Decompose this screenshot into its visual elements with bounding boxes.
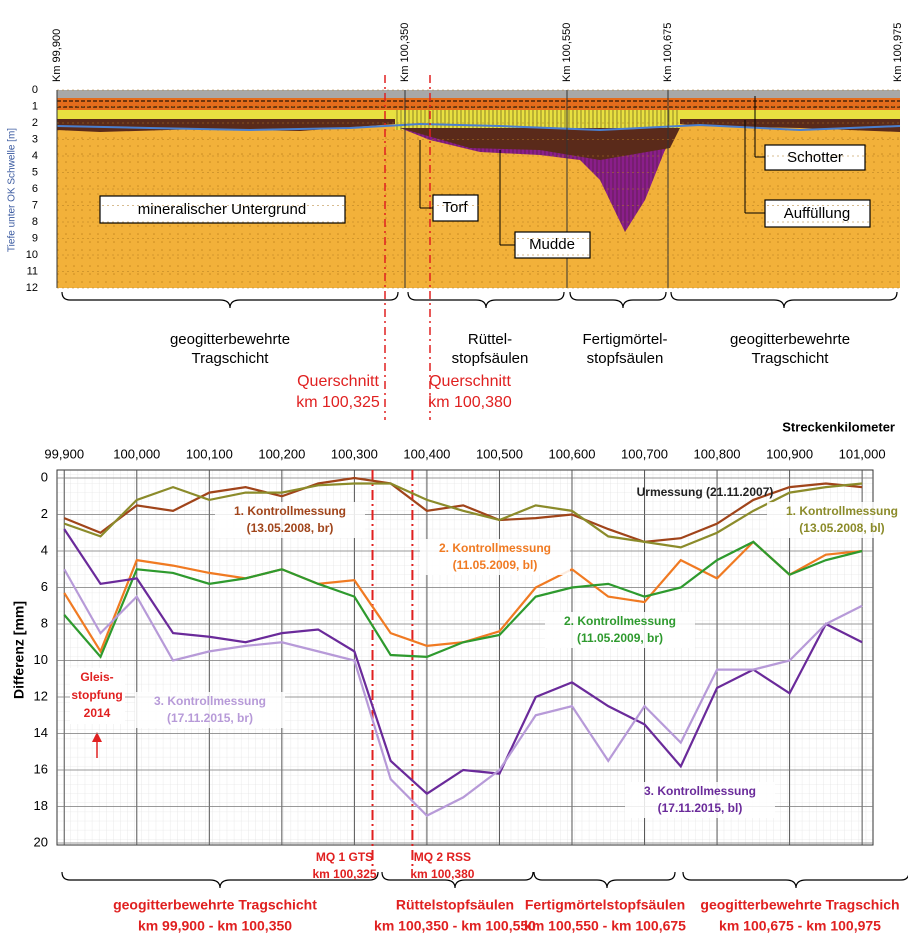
x-axis-title: Streckenkilometer — [782, 419, 895, 434]
depth-tick-label: 9 — [32, 232, 38, 244]
series-label: (17.11.2015, br) — [167, 711, 253, 725]
marker-label: km 100,325 — [312, 867, 376, 881]
depth-tick-label: 10 — [26, 249, 38, 261]
section-label: stopfsäulen — [587, 350, 664, 367]
section-label: geogitterbewehrte — [730, 331, 850, 348]
section-label: geogitterbewehrte — [170, 331, 290, 348]
section-label: Rüttel- — [468, 331, 512, 348]
km-label: Km 99,900 — [51, 29, 63, 82]
layer-label: Torf — [442, 199, 468, 216]
y-tick-label: 18 — [34, 798, 48, 813]
annotation: stopfung — [71, 688, 122, 702]
x-tick-label: 100,200 — [258, 446, 305, 461]
depth-tick-label: 5 — [32, 166, 38, 178]
y-tick-label: 0 — [41, 469, 48, 484]
marker-label: MQ 1 GTS — [316, 850, 373, 864]
section-label: km 100,550 - km 100,675 — [524, 918, 686, 934]
depth-tick-label: 2 — [32, 117, 38, 129]
section-label: Fertigmörtel- — [582, 331, 667, 348]
series-label: 1. Kontrollmessung — [786, 504, 898, 518]
cross-section-label: Querschnitt — [297, 373, 379, 390]
x-tick-label: 100,400 — [403, 446, 450, 461]
depth-tick-label: 7 — [32, 199, 38, 211]
x-tick-label: 100,900 — [766, 446, 813, 461]
depth-tick-label: 8 — [32, 216, 38, 228]
series-label: 3. Kontrollmessung — [154, 694, 266, 708]
series-label: 3. Kontrollmessung — [644, 784, 756, 798]
y-tick-label: 10 — [34, 652, 48, 667]
depth-tick-label: 11 — [27, 265, 38, 277]
section-label: geogitterbewehrte Tragschich — [700, 897, 899, 913]
cross-section-label: Querschnitt — [429, 373, 511, 390]
km-label: Km 100,675 — [662, 23, 674, 82]
figure: Km 99,900 Km 100,350 Km 100,550 Km 100,675 K… — [0, 0, 908, 943]
x-tick-label: 100,800 — [694, 446, 741, 461]
section-label: Rüttelstopfsäulen — [396, 897, 514, 913]
section-label: km 100,675 - km 100,975 — [719, 918, 881, 934]
km-label: Km 100,975 — [892, 23, 904, 82]
y-tick-label: 16 — [34, 761, 48, 776]
x-tick-label: 101,000 — [839, 446, 886, 461]
annotation: Urmessung (21.11.2007) — [637, 485, 774, 499]
bottom-braces — [62, 872, 908, 888]
y-axis-title: Differenz [mm] — [11, 601, 27, 699]
section-label: Fertigmörtelstopfsäulen — [525, 897, 685, 913]
x-tick-label: 100,300 — [331, 446, 378, 461]
series-label: 1. Kontrollmessung — [234, 504, 346, 518]
series-label: (13.05.2008, br) — [247, 521, 334, 535]
x-tick-label: 100,500 — [476, 446, 523, 461]
km-label: Km 100,550 — [561, 23, 573, 82]
section-label: geogitterbewehrte Tragschicht — [113, 897, 317, 913]
series-label: 2. Kontrollmessung — [564, 614, 676, 628]
depth-tick-label: 3 — [32, 133, 38, 145]
marker-label: MQ 2 RSS — [414, 850, 471, 864]
x-tick-label: 99,900 — [44, 446, 84, 461]
layer-label: Schotter — [787, 149, 843, 166]
layer-label: mineralischer Untergrund — [138, 201, 306, 218]
layer-label: Auffüllung — [784, 205, 850, 222]
cross-section-label: km 100,325 — [296, 394, 380, 411]
depth-tick-label: 6 — [32, 183, 38, 195]
section-label: km 100,350 - km 100,550 — [374, 918, 536, 934]
depth-axis-title: Tiefe unter OK Schwelle [m] — [7, 128, 18, 252]
cross-section-label: km 100,380 — [428, 394, 512, 411]
y-tick-label: 20 — [34, 834, 48, 849]
km-label: Km 100,350 — [399, 23, 411, 82]
section-label: Tragschicht — [752, 350, 830, 367]
annotation: 2014 — [84, 706, 111, 720]
series-label: (11.05.2009, br) — [577, 631, 663, 645]
profile-drawing — [57, 75, 900, 420]
y-tick-label: 12 — [34, 688, 48, 703]
y-tick-label: 8 — [41, 615, 48, 630]
annotation: Gleis- — [80, 670, 113, 684]
series-label: (11.05.2009, bl) — [453, 558, 538, 572]
y-tick-label: 4 — [41, 542, 48, 557]
section-label: km 99,900 - km 100,350 — [138, 918, 292, 934]
series-label: 2. Kontrollmessung — [439, 541, 551, 555]
layer-label: Mudde — [529, 236, 575, 253]
depth-tick-label: 12 — [26, 282, 38, 294]
x-tick-label: 100,600 — [548, 446, 595, 461]
depth-tick-label: 0 — [32, 84, 38, 96]
x-tick-label: 100,100 — [186, 446, 233, 461]
y-tick-label: 6 — [41, 579, 48, 594]
depth-tick-label: 1 — [32, 100, 38, 112]
x-tick-label: 100,000 — [113, 446, 160, 461]
depth-tick-label: 4 — [32, 150, 38, 162]
section-label: stopfsäulen — [452, 350, 529, 367]
x-tick-label: 100,700 — [621, 446, 668, 461]
y-tick-label: 14 — [34, 725, 48, 740]
series-label: (13.05.2008, bl) — [799, 521, 884, 535]
section-label: Tragschicht — [192, 350, 270, 367]
y-tick-label: 2 — [41, 506, 48, 521]
series-label: (17.11.2015, bl) — [658, 801, 743, 815]
marker-label: km 100,380 — [410, 867, 474, 881]
